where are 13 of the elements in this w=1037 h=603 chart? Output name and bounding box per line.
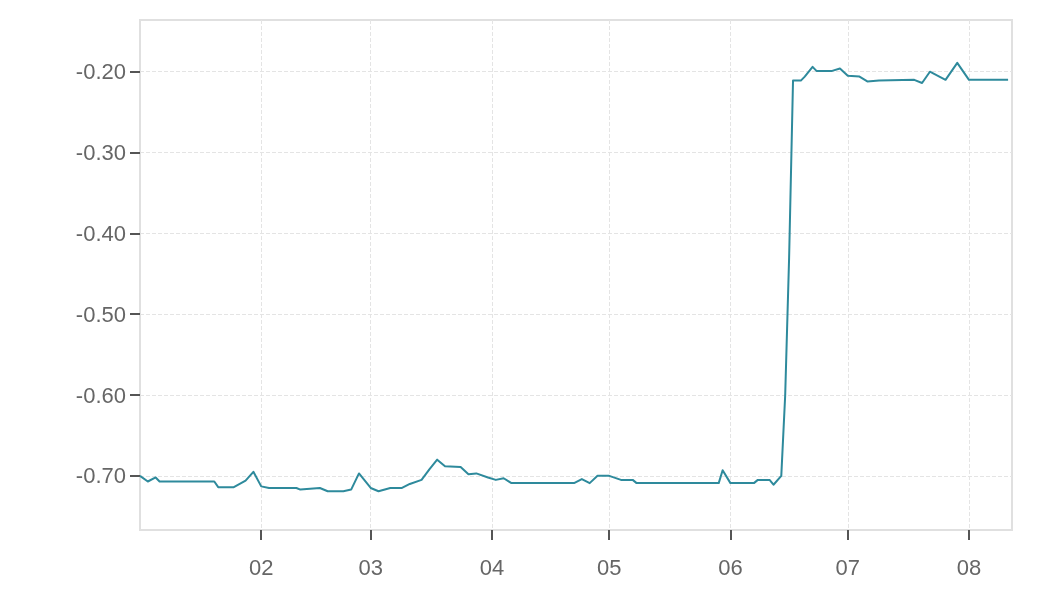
y-tick-label: -0.50 — [75, 301, 126, 327]
y-tick-label: -0.60 — [75, 382, 126, 408]
y-tick-label: -0.30 — [75, 140, 126, 166]
x-tick-label: 08 — [956, 554, 982, 580]
x-tick-label: 02 — [248, 554, 274, 580]
x-tick-label: 05 — [597, 554, 622, 580]
x-tick-label: 03 — [358, 554, 383, 580]
x-tick-label: 06 — [718, 554, 743, 580]
y-tick-label: -0.20 — [75, 59, 126, 85]
x-tick-label: 07 — [835, 554, 861, 580]
y-tick-label: -0.70 — [75, 463, 126, 489]
y-tick-label: -0.40 — [75, 220, 126, 246]
x-tick-label: 04 — [479, 554, 505, 580]
